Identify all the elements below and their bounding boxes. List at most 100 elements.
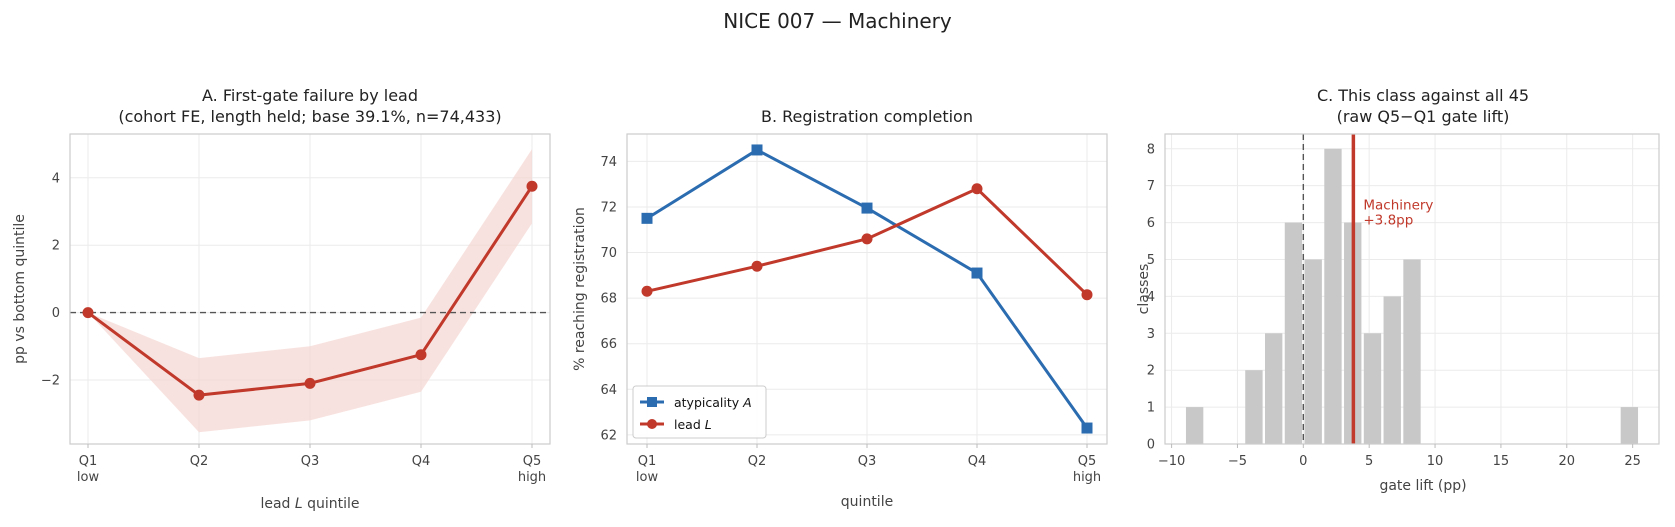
x-tick-label: Q3 <box>301 454 320 469</box>
histogram-bar <box>1620 407 1639 444</box>
panel-c-title-line1: C. This class against all 45 <box>1317 86 1529 105</box>
legend-label-atypicality: atypicality A <box>674 395 752 410</box>
highlight-label-value: +3.8pp <box>1363 212 1413 228</box>
data-point <box>415 349 427 361</box>
panel-a-xlabel: lead L quintile <box>260 496 359 512</box>
panel-a-ylabel: pp vs bottom quintile <box>12 214 28 364</box>
x-tick-label: −10 <box>1158 454 1185 469</box>
x-tick-label: Q1 <box>79 454 98 469</box>
x-tick-label: Q1 <box>638 454 657 469</box>
panel-a-xlabel-suffix: quintile <box>303 496 360 512</box>
x-tick-label: Q4 <box>968 454 987 469</box>
x-tick-sublabel: low <box>77 470 100 485</box>
data-point-circle <box>641 285 653 297</box>
x-tick-label: Q5 <box>523 454 542 469</box>
panel-b-legend: atypicality A lead L <box>632 385 767 439</box>
x-tick-label: Q3 <box>858 454 877 469</box>
y-tick-label: 1 <box>1147 401 1155 416</box>
histogram-bar <box>1284 222 1303 444</box>
y-tick-label: 62 <box>600 428 617 443</box>
x-tick-label: 10 <box>1427 454 1444 469</box>
highlight-label-name: Machinery <box>1363 198 1433 214</box>
data-point-square <box>751 144 763 156</box>
panel-b-ylabel: % reaching registration <box>572 207 588 371</box>
data-point <box>193 389 205 401</box>
x-tick-label: Q2 <box>748 454 767 469</box>
panel-a-xlabel-prefix: lead <box>260 496 294 512</box>
legend-label-atypicality-var: A <box>742 395 752 410</box>
legend-label-lead-var: L <box>705 417 712 432</box>
y-tick-label: 64 <box>600 383 617 398</box>
panel-c-frame <box>1164 133 1660 445</box>
x-tick-label: 5 <box>1365 454 1373 469</box>
x-tick-sublabel: high <box>518 470 546 485</box>
legend-label-lead-prefix: lead <box>674 417 705 432</box>
histogram-bar <box>1363 333 1382 444</box>
legend-label-atypicality-prefix: atypicality <box>674 395 743 410</box>
y-tick-label: 74 <box>600 155 617 170</box>
data-point-circle <box>1081 289 1093 301</box>
y-tick-label: −2 <box>41 373 60 388</box>
panel-a: A. First-gate failure by lead (cohort FE… <box>12 86 551 512</box>
panel-a-xlabel-var: L <box>295 496 303 512</box>
y-tick-label: 0 <box>1147 438 1155 453</box>
panel-c: C. This class against all 45 (raw Q5−Q1 … <box>1136 86 1660 494</box>
y-tick-label: 4 <box>52 171 60 186</box>
data-point-square <box>1081 422 1093 434</box>
x-tick-label: Q4 <box>412 454 431 469</box>
data-point-square <box>641 212 653 224</box>
panel-b-xlabel: quintile <box>841 494 893 510</box>
y-tick-label: 6 <box>1147 216 1155 231</box>
panel-a-title-line1: A. First-gate failure by lead <box>202 86 418 105</box>
y-tick-label: 8 <box>1147 142 1155 157</box>
x-tick-label: 15 <box>1493 454 1510 469</box>
legend-marker-square <box>647 397 657 407</box>
histogram-bar <box>1324 148 1342 444</box>
x-tick-label: 25 <box>1624 454 1641 469</box>
x-tick-label: −5 <box>1228 454 1247 469</box>
histogram-bar <box>1403 259 1421 444</box>
legend-marker-circle <box>647 419 657 429</box>
histogram-bar <box>1185 407 1204 444</box>
x-tick-sublabel: high <box>1073 470 1101 485</box>
histogram-bar <box>1304 259 1322 444</box>
x-tick-label: Q5 <box>1078 454 1097 469</box>
panel-b-series <box>641 144 1093 434</box>
histogram-bar <box>1245 370 1263 444</box>
panel-b-title: B. Registration completion <box>761 107 973 126</box>
y-tick-label: 0 <box>52 306 60 321</box>
y-tick-label: 2 <box>1147 364 1155 379</box>
data-point <box>304 377 316 389</box>
x-tick-label: 20 <box>1559 454 1576 469</box>
y-tick-label: 7 <box>1147 179 1155 194</box>
panel-a-series <box>82 180 538 401</box>
data-point-square <box>971 267 983 279</box>
y-tick-label: 70 <box>600 246 617 261</box>
x-tick-label: 0 <box>1299 454 1307 469</box>
y-tick-label: 68 <box>600 292 617 307</box>
data-point-circle <box>971 183 983 195</box>
panel-c-ticks: −10 −5 0 5 10 15 20 25 0 1 2 3 4 5 6 7 8 <box>1147 142 1641 469</box>
legend-box <box>632 385 767 439</box>
x-tick-label: Q2 <box>190 454 209 469</box>
data-point-circle <box>861 233 873 245</box>
data-point <box>526 180 538 192</box>
y-tick-label: 5 <box>1147 253 1155 268</box>
data-point-square <box>861 202 873 214</box>
panel-c-xlabel: gate lift (pp) <box>1379 478 1466 494</box>
data-point <box>82 307 94 319</box>
y-tick-label: 72 <box>600 200 617 215</box>
histogram-bar <box>1383 296 1401 444</box>
data-point-circle <box>751 260 763 272</box>
y-tick-label: 66 <box>600 337 617 352</box>
panel-c-title-line2: (raw Q5−Q1 gate lift) <box>1337 107 1510 126</box>
x-tick-sublabel: low <box>636 470 659 485</box>
histogram-bar <box>1265 333 1283 444</box>
y-tick-label: 3 <box>1147 327 1155 342</box>
panel-a-ci-band <box>88 149 532 433</box>
confidence-band <box>88 149 532 433</box>
